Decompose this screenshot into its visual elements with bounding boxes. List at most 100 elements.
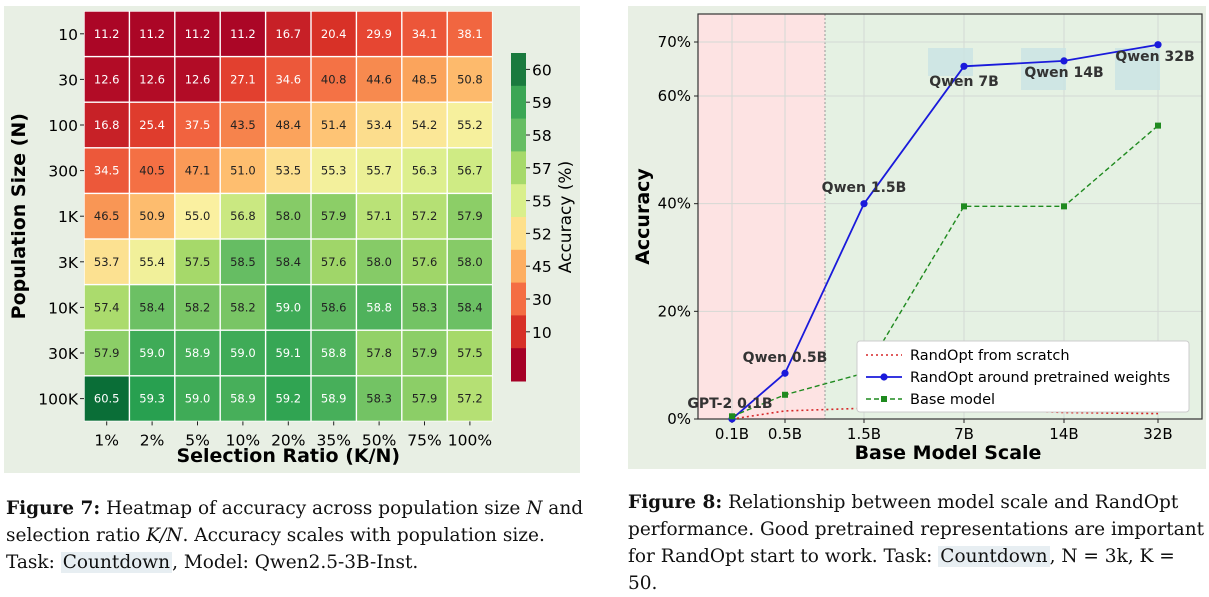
heatmap-cell-label: 57.9 [321, 209, 347, 223]
heatmap-cell-label: 48.5 [412, 72, 438, 86]
figure-7-caption: Figure 7: Heatmap of accuracy across pop… [6, 498, 584, 573]
heatmap-cell-label: 56.7 [457, 164, 483, 178]
x-tick-label: 1% [94, 431, 119, 449]
series-point [1154, 41, 1162, 49]
colorbar-tick-label: 59 [532, 94, 552, 112]
heatmap-cell [311, 11, 356, 56]
heatmap-cell-label: 57.5 [457, 346, 483, 360]
heatmap-cell-label: 16.8 [94, 118, 120, 132]
heatmap-cell-label: 40.8 [321, 72, 347, 86]
heatmap-cell [402, 11, 447, 56]
x-tick-label: 7B [954, 425, 974, 443]
heatmap-cell [220, 239, 265, 284]
heatmap-cell [175, 239, 220, 284]
heatmap-cell-label: 56.3 [412, 164, 438, 178]
heatmap-cell [175, 11, 220, 56]
heatmap-cell [447, 330, 492, 376]
colorbar-tick-label: 57 [532, 160, 552, 178]
heatmap-cell-label: 57.9 [412, 392, 438, 406]
heatmap-cell-label: 57.9 [412, 346, 438, 360]
heatmap-cell-label: 50.8 [457, 72, 483, 86]
y-tick-label: 10K [48, 299, 79, 317]
heatmap-cell-label: 58.2 [230, 300, 256, 314]
heatmap-cell-label: 34.1 [412, 27, 438, 41]
y-axis-title: Accuracy [632, 168, 654, 265]
heatmap-cell-label: 50.9 [139, 209, 165, 223]
heatmap-cell-label: 57.1 [366, 209, 392, 223]
legend-marker [881, 396, 887, 402]
series-point [860, 200, 868, 208]
series-point [781, 369, 789, 377]
heatmap-cell [266, 148, 311, 193]
heatmap-cell [447, 194, 492, 239]
task-highlight: Countdown [60, 552, 173, 573]
heatmap-cell-label: 20.4 [321, 27, 347, 41]
heatmap-cell [220, 330, 265, 376]
heatmap-cell-label: 58.3 [366, 392, 392, 406]
x-tick-label: 75% [407, 431, 441, 449]
heatmap-cell [402, 57, 447, 102]
heatmap-cell-label: 57.6 [412, 255, 438, 269]
y-tick-label: 300 [48, 163, 78, 181]
x-tick-label: 0.1B [715, 425, 749, 443]
heatmap-cell [220, 57, 265, 102]
heatmap-cell [402, 285, 447, 330]
heatmap-cell [175, 194, 220, 239]
heatmap-cell [311, 102, 356, 148]
heatmap-cell [447, 102, 492, 148]
label-highlight [928, 48, 973, 76]
label-highlight [1115, 48, 1160, 90]
heatmap-cell-label: 53.5 [275, 164, 301, 178]
colorbar-tick-label: 10 [532, 324, 552, 342]
heatmap-cell-label: 38.1 [457, 27, 483, 41]
point-label: Qwen 0.5B [743, 350, 828, 366]
series-point [1060, 57, 1068, 65]
heatmap-cell-label: 55.2 [457, 118, 483, 132]
heatmap-cell [447, 376, 492, 421]
legend-label: Base model [910, 392, 995, 408]
x-tick-label: 32B [1143, 425, 1172, 443]
heatmap-cell [130, 376, 175, 421]
y-tick-label: 40% [658, 195, 691, 213]
task-highlight: Countdown [938, 546, 1050, 567]
series-point [782, 391, 788, 398]
heatmap-cell [266, 330, 311, 376]
legend-label: RandOpt around pretrained weights [910, 370, 1170, 386]
heatmap-cell-label: 43.5 [230, 118, 256, 132]
heatmap-cell-label: 16.7 [275, 27, 301, 41]
colorbar-segment [511, 118, 526, 152]
heatmap-cell-label: 59.0 [139, 346, 165, 360]
series-line [731, 125, 1159, 417]
heatmap-cell-label: 29.9 [366, 27, 392, 41]
heatmap-cell [130, 194, 175, 239]
heatmap-cell-label: 58.0 [457, 255, 483, 269]
heatmap-cell [311, 239, 356, 284]
colorbar-segment [511, 282, 526, 316]
heatmap-cell [175, 102, 220, 148]
legend-box [856, 340, 1190, 413]
heatmap-cell [84, 376, 129, 421]
heatmap-cell [402, 376, 447, 421]
heatmap-cell-label: 58.6 [321, 300, 347, 314]
heatmap-cell [84, 102, 129, 148]
heatmap-cell-label: 59.0 [230, 346, 256, 360]
x-tick-label: 20% [271, 431, 305, 449]
region-no-pretraining [698, 14, 825, 419]
heatmap-cell-label: 58.4 [139, 300, 165, 314]
heatmap-cell-label: 59.0 [275, 300, 301, 314]
heatmap-cell-label: 60.5 [94, 392, 120, 406]
heatmap-cell-label: 58.8 [366, 300, 392, 314]
heatmap-cell [130, 102, 175, 148]
heatmap-cell [311, 376, 356, 421]
legend: RandOpt from scratch RandOpt around pretr… [856, 340, 1190, 413]
x-tick-label: 10% [226, 431, 260, 449]
heatmap-cell-label: 59.1 [275, 346, 301, 360]
series-point [1155, 122, 1161, 129]
heatmap-cell-label: 51.4 [321, 118, 347, 132]
heatmap-cell [84, 57, 129, 102]
heatmap-cell [357, 239, 402, 284]
y-tick-label: 3K [58, 254, 79, 272]
heatmap-cell [311, 148, 356, 193]
series-point [729, 413, 735, 420]
line-chart-panel: 0% 20% 40% 60% 70% 0.1B 0.5B 1.5B 7B 14B 32B Base M… [628, 6, 1206, 469]
